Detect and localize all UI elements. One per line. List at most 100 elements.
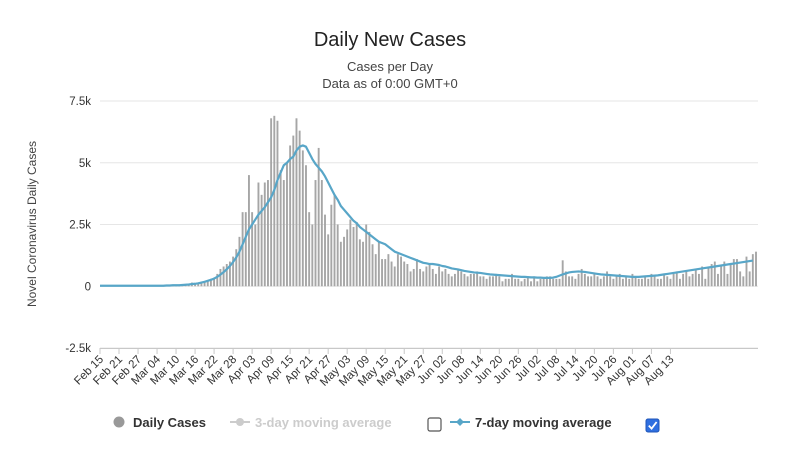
- bar-daily-cases[interactable]: [599, 278, 602, 287]
- bar-daily-cases[interactable]: [536, 281, 539, 287]
- bar-daily-cases[interactable]: [213, 277, 216, 287]
- bar-daily-cases[interactable]: [675, 271, 678, 287]
- bar-daily-cases[interactable]: [701, 266, 704, 287]
- bar-daily-cases[interactable]: [631, 273, 634, 287]
- bar-daily-cases[interactable]: [447, 273, 450, 287]
- bar-daily-cases[interactable]: [713, 261, 716, 287]
- bar-daily-cases[interactable]: [545, 276, 548, 287]
- bar-daily-cases[interactable]: [282, 180, 285, 287]
- bar-daily-cases[interactable]: [609, 276, 612, 287]
- bar-daily-cases[interactable]: [434, 273, 437, 287]
- bar-daily-cases[interactable]: [412, 268, 415, 287]
- bar-daily-cases[interactable]: [200, 282, 203, 287]
- bar-daily-cases[interactable]: [482, 276, 485, 287]
- bar-daily-cases[interactable]: [704, 278, 707, 287]
- bar-daily-cases[interactable]: [663, 273, 666, 287]
- bar-daily-cases[interactable]: [618, 273, 621, 287]
- bar-daily-cases[interactable]: [745, 256, 748, 287]
- bar-daily-cases[interactable]: [473, 273, 475, 287]
- checkbox-7-day-ma[interactable]: [645, 418, 660, 433]
- bar-daily-cases[interactable]: [263, 182, 266, 287]
- bar-daily-cases[interactable]: [308, 212, 311, 287]
- bar-daily-cases[interactable]: [327, 234, 330, 287]
- bar-daily-cases[interactable]: [612, 278, 615, 287]
- bar-daily-cases[interactable]: [305, 165, 307, 287]
- bar-daily-cases[interactable]: [279, 170, 282, 287]
- bar-daily-cases[interactable]: [526, 276, 529, 287]
- bar-daily-cases[interactable]: [219, 268, 222, 287]
- bar-daily-cases[interactable]: [485, 278, 488, 287]
- bar-daily-cases[interactable]: [710, 264, 713, 287]
- bar-daily-cases[interactable]: [504, 278, 507, 287]
- bar-daily-cases[interactable]: [438, 266, 441, 287]
- bar-daily-cases[interactable]: [431, 268, 434, 287]
- bar-daily-cases[interactable]: [653, 276, 656, 287]
- bar-daily-cases[interactable]: [530, 281, 532, 287]
- bar-daily-cases[interactable]: [441, 271, 444, 287]
- bar-daily-cases[interactable]: [289, 145, 292, 287]
- bar-daily-cases[interactable]: [324, 214, 326, 287]
- bar-daily-cases[interactable]: [419, 268, 422, 287]
- bar-daily-cases[interactable]: [644, 276, 647, 287]
- bar-daily-cases[interactable]: [320, 180, 323, 287]
- bar-daily-cases[interactable]: [498, 276, 501, 287]
- bar-daily-cases[interactable]: [409, 271, 412, 287]
- bar-daily-cases[interactable]: [365, 224, 368, 287]
- bar-daily-cases[interactable]: [314, 180, 317, 287]
- bar-daily-cases[interactable]: [514, 278, 517, 287]
- bar-daily-cases[interactable]: [450, 276, 453, 287]
- bar-daily-cases[interactable]: [517, 278, 520, 287]
- bar-daily-cases[interactable]: [292, 135, 295, 287]
- bar-daily-cases[interactable]: [387, 254, 390, 287]
- bar-daily-cases[interactable]: [444, 268, 447, 287]
- bar-daily-cases[interactable]: [251, 212, 254, 287]
- bar-daily-cases[interactable]: [197, 283, 200, 287]
- bar-daily-cases[interactable]: [222, 266, 225, 287]
- bar-daily-cases[interactable]: [650, 273, 653, 287]
- legend-item-3-day-ma[interactable]: 3-day moving average: [230, 415, 392, 430]
- bar-daily-cases[interactable]: [666, 276, 669, 287]
- bar-daily-cases[interactable]: [511, 273, 513, 287]
- bar-daily-cases[interactable]: [542, 278, 545, 287]
- bar-daily-cases[interactable]: [755, 251, 757, 287]
- bar-daily-cases[interactable]: [739, 271, 742, 287]
- bar-daily-cases[interactable]: [339, 241, 342, 287]
- bar-daily-cases[interactable]: [606, 271, 608, 287]
- bar-daily-cases[interactable]: [590, 276, 593, 287]
- bar-daily-cases[interactable]: [349, 219, 352, 287]
- bar-daily-cases[interactable]: [539, 278, 542, 287]
- bar-daily-cases[interactable]: [257, 182, 260, 287]
- bar-daily-cases[interactable]: [523, 278, 526, 287]
- bar-daily-cases[interactable]: [571, 276, 574, 287]
- bar-daily-cases[interactable]: [422, 271, 425, 287]
- bar-daily-cases[interactable]: [748, 271, 751, 287]
- bar-daily-cases[interactable]: [330, 204, 333, 287]
- bar-daily-cases[interactable]: [260, 194, 263, 287]
- bar-daily-cases[interactable]: [596, 276, 599, 287]
- bar-daily-cases[interactable]: [396, 254, 399, 287]
- bar-daily-cases[interactable]: [381, 259, 383, 287]
- bar-daily-cases[interactable]: [659, 278, 662, 287]
- bar-daily-cases[interactable]: [602, 276, 605, 287]
- bar-daily-cases[interactable]: [232, 256, 235, 287]
- bar-daily-cases[interactable]: [206, 280, 209, 287]
- bar-daily-cases[interactable]: [634, 276, 637, 287]
- bar-daily-cases[interactable]: [720, 266, 723, 287]
- bar-daily-cases[interactable]: [736, 259, 738, 287]
- bar-daily-cases[interactable]: [593, 273, 596, 287]
- bar-daily-cases[interactable]: [682, 273, 685, 287]
- bar-daily-cases[interactable]: [577, 273, 580, 287]
- bar-daily-cases[interactable]: [393, 266, 396, 287]
- bar-daily-cases[interactable]: [244, 212, 247, 287]
- bar-daily-cases[interactable]: [669, 278, 672, 287]
- bar-daily-cases[interactable]: [568, 276, 570, 287]
- bar-daily-cases[interactable]: [466, 276, 469, 287]
- bar-daily-cases[interactable]: [637, 278, 640, 287]
- bar-daily-cases[interactable]: [558, 278, 561, 287]
- bar-daily-cases[interactable]: [241, 212, 244, 287]
- bar-daily-cases[interactable]: [428, 264, 431, 287]
- bar-daily-cases[interactable]: [358, 239, 361, 287]
- bar-daily-cases[interactable]: [549, 276, 551, 287]
- bar-daily-cases[interactable]: [656, 278, 659, 287]
- bar-daily-cases[interactable]: [698, 273, 700, 287]
